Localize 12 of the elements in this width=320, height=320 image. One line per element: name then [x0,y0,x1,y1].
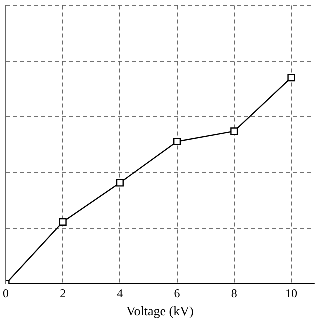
point [173,138,182,146]
x-tick-label: 10 [285,286,298,300]
point [116,179,124,187]
x-tick-label: 8 [231,286,238,300]
x-tick-label: 4 [117,286,124,300]
x-tick-label: 0 [3,286,9,300]
x-tick-label: 6 [174,286,180,300]
point [59,218,67,226]
point [230,128,238,136]
point [288,74,296,82]
x-axis-title: Voltage (kV) [126,304,194,319]
x-tick-label: 2 [60,286,66,300]
